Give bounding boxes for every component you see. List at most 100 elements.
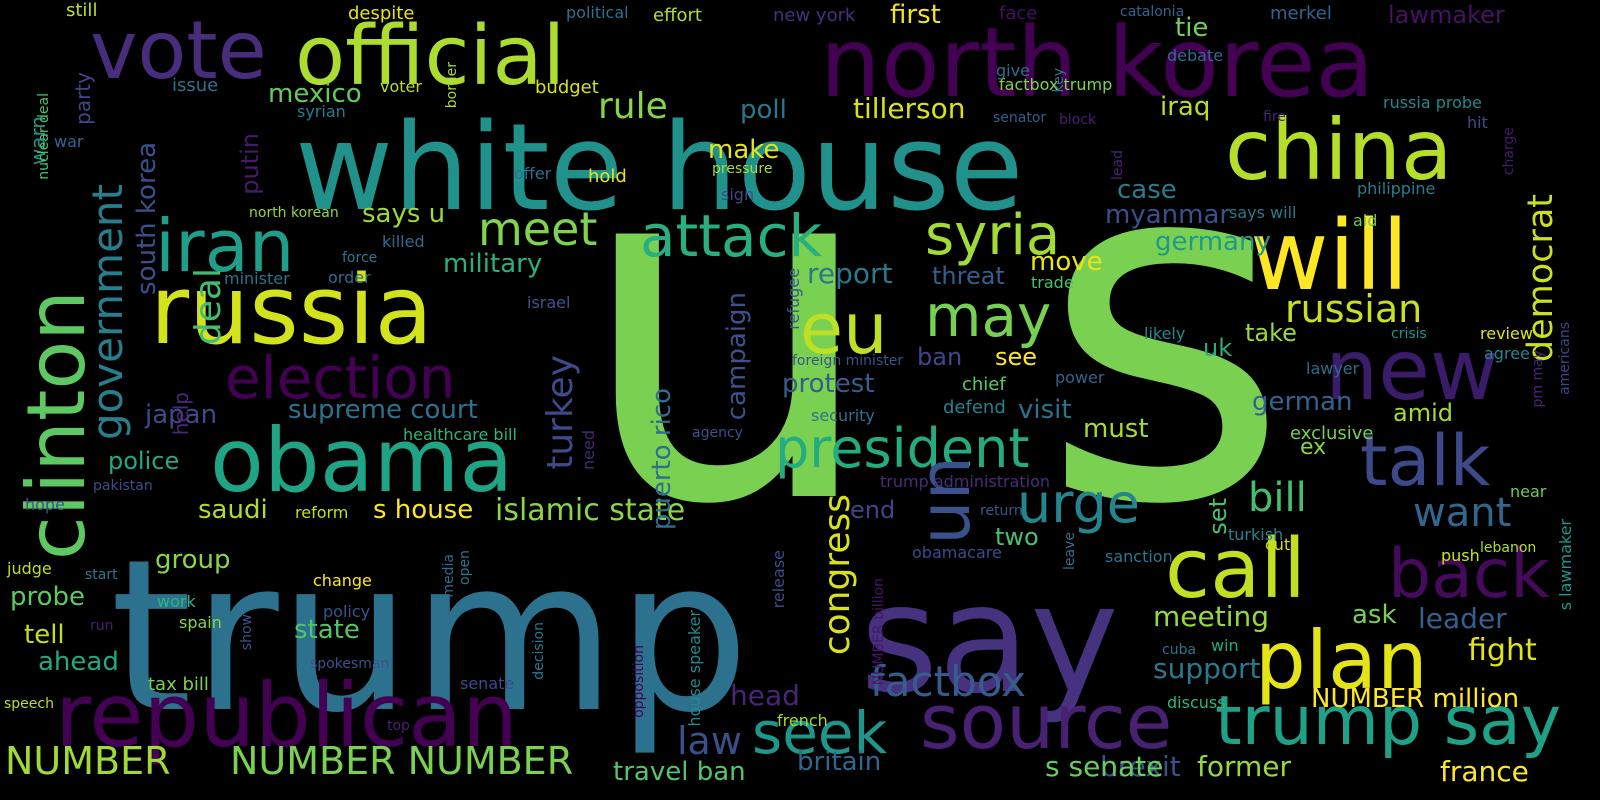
cloud-word-tax-bill: tax bill — [148, 673, 209, 695]
cloud-word-senator: senator — [993, 109, 1047, 126]
cloud-word-deal: deal — [188, 268, 230, 346]
cloud-word-russian: russian — [1285, 286, 1423, 331]
cloud-word-s-house: s house — [373, 495, 474, 526]
cloud-word-report: report — [807, 256, 893, 290]
cloud-word-says-will: says will — [1229, 203, 1297, 223]
cloud-word-iraq: iraq — [1160, 92, 1211, 123]
cloud-word-move: move — [1030, 247, 1103, 278]
cloud-word-near: near — [1510, 482, 1547, 502]
cloud-word-issue: issue — [172, 74, 219, 96]
cloud-word-spain: spain — [179, 613, 222, 633]
cloud-word-russia: russia — [150, 256, 433, 366]
cloud-word-white-house: white house — [295, 99, 1024, 238]
cloud-word-block: block — [1059, 111, 1097, 128]
cloud-word-speech: speech — [4, 695, 54, 712]
cloud-word-head: head — [730, 678, 800, 712]
cloud-word-fight: fight — [1468, 633, 1537, 668]
cloud-word-protest: protest — [782, 369, 875, 400]
cloud-word-power: power — [1055, 368, 1105, 388]
cloud-word-catalonia: catalonia — [1120, 3, 1185, 20]
cloud-word-despite: despite — [348, 2, 415, 24]
cloud-word-run: run — [90, 617, 114, 634]
cloud-word-eu: eu — [800, 288, 888, 370]
cloud-word-iran: iran — [155, 204, 295, 289]
cloud-word-force: force — [342, 249, 378, 266]
cloud-word-trump-say: trump say — [1215, 681, 1562, 761]
cloud-word-rule: rule — [598, 86, 668, 128]
cloud-word-help: help — [169, 392, 193, 436]
cloud-word-may: may — [925, 281, 1052, 350]
cloud-word-return: return — [980, 502, 1023, 519]
cloud-word-key: key — [1050, 68, 1067, 93]
cloud-word-pressure: pressure — [712, 160, 773, 177]
cloud-word-s-senate: s senate — [1045, 749, 1164, 783]
cloud-word-spokesman: spokesman — [310, 655, 390, 672]
cloud-word-pakistan: pakistan — [93, 477, 153, 494]
cloud-word-syrian: syrian — [297, 102, 346, 122]
cloud-word-fire: fire — [1263, 108, 1286, 125]
cloud-word-s-lawmaker: s lawmaker — [1556, 519, 1576, 611]
cloud-word-myanmar: myanmar — [1105, 200, 1231, 231]
cloud-word-discuss: discuss — [1167, 693, 1226, 713]
cloud-word-case: case — [1117, 175, 1177, 206]
cloud-word-call: call — [1165, 522, 1306, 618]
cloud-word-trump-administration: trump administration — [880, 472, 1051, 492]
cloud-word-cuba: cuba — [1162, 641, 1197, 658]
cloud-word-border: border — [443, 62, 460, 109]
cloud-word-hit: hit — [1467, 113, 1488, 133]
cloud-word-urge: urge — [1017, 471, 1140, 535]
cloud-word-turkish: turkish — [1228, 525, 1284, 545]
cloud-word-sanction: sanction — [1105, 547, 1173, 567]
cloud-word-judge: judge — [7, 559, 52, 579]
cloud-word-change: change — [313, 571, 372, 591]
cloud-word-law: law — [677, 718, 742, 763]
cloud-word-probe: probe — [10, 582, 86, 613]
cloud-word-party: party — [71, 72, 95, 125]
cloud-word-russia-probe: russia probe — [1383, 93, 1482, 113]
cloud-word-brexit: brexit — [1100, 749, 1181, 783]
cloud-word-americans: americans — [1556, 322, 1573, 395]
cloud-word-syria: syria — [925, 203, 1061, 269]
cloud-word-france: france — [1440, 754, 1529, 788]
cloud-word-make: make — [708, 135, 780, 166]
cloud-word-french: french — [777, 711, 828, 731]
cloud-word-turkey: turkey — [540, 355, 582, 470]
cloud-word-hold: hold — [588, 165, 627, 187]
cloud-word-philippine: philippine — [1357, 179, 1436, 199]
cloud-word-israel: israel — [527, 293, 571, 313]
cloud-word-lawyer: lawyer — [1306, 359, 1360, 379]
cloud-word-leader: leader — [1418, 601, 1507, 635]
cloud-word-un: un — [904, 456, 986, 545]
cloud-word-source: source — [920, 677, 1173, 767]
cloud-word-defend: defend — [943, 396, 1006, 418]
cloud-word-plan: plan — [1255, 614, 1428, 707]
cloud-word-back: back — [1388, 534, 1550, 614]
cloud-word-poll: poll — [740, 95, 787, 126]
cloud-word-ask: ask — [1352, 600, 1397, 631]
cloud-word-order: order — [328, 268, 371, 288]
cloud-word-lebanon: lebanon — [1480, 539, 1537, 556]
cloud-word-policy: policy — [323, 602, 371, 622]
cloud-word-media: media — [440, 554, 457, 598]
cloud-word-war: war — [54, 132, 84, 152]
cloud-word-budget: budget — [535, 76, 599, 98]
cloud-word-military: military — [443, 249, 543, 280]
cloud-word-security: security — [811, 406, 875, 426]
cloud-word-saudi: saudi — [198, 495, 268, 526]
cloud-word-need: need — [579, 430, 599, 470]
cloud-word-healthcare-bill: healthcare bill — [403, 425, 517, 445]
cloud-word-refugee: refugee — [784, 268, 804, 330]
cloud-word-puerto-rico: puerto rico — [647, 388, 678, 531]
cloud-word-meet: meet — [478, 202, 598, 257]
cloud-word-bill: bill — [1248, 475, 1307, 521]
cloud-word-german: german — [1252, 387, 1353, 418]
cloud-word-review: review — [1480, 324, 1533, 344]
cloud-word-ahead: ahead — [38, 647, 119, 678]
cloud-word-tillerson: tillerson — [853, 91, 966, 125]
cloud-word-voter: voter — [380, 77, 422, 97]
cloud-word-travel-ban: travel ban — [613, 757, 746, 788]
cloud-word-islamic-state: islamic state — [495, 493, 686, 528]
cloud-word-push: push — [1441, 546, 1480, 566]
cloud-word-leave: leave — [1061, 532, 1078, 570]
cloud-word-trump: trump — [110, 514, 750, 759]
